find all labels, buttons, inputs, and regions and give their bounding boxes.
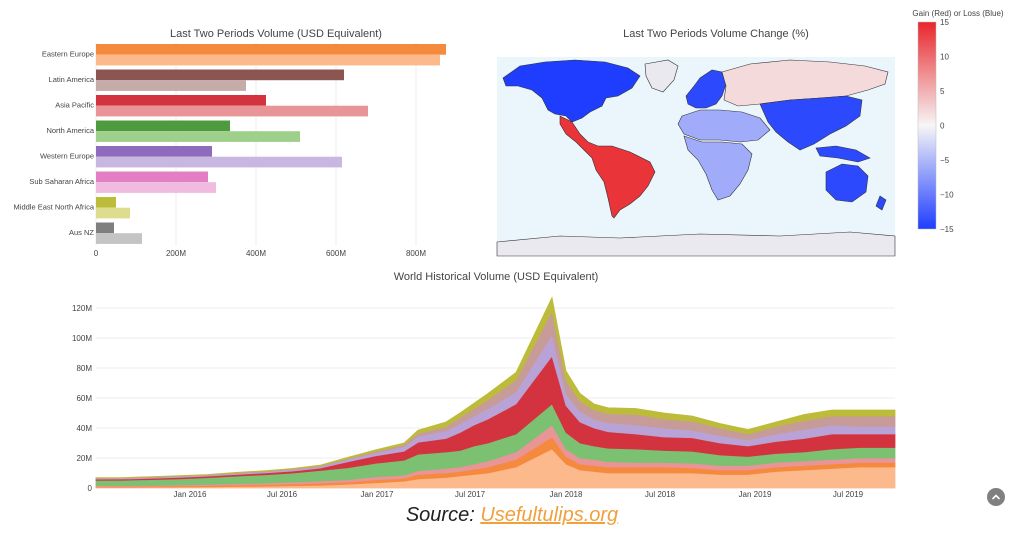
colorbar-tick-label: 5: [940, 87, 945, 96]
area-series: [95, 309, 896, 479]
map-region-eastern-europe: [721, 59, 889, 107]
area-y-tick-label: 20M: [76, 454, 92, 463]
colorbar-tick-label: −5: [940, 156, 950, 165]
source-caption: Source: Usefultulips.org: [0, 504, 1024, 527]
map-region-asia-pacific-islands: [815, 145, 871, 163]
area-chart-title: World Historical Volume (USD Equivalent): [393, 271, 599, 283]
map-region-asia-pacific: [759, 95, 863, 151]
bar-category-label: Aus NZ: [69, 228, 94, 237]
map-region-mena: [677, 109, 771, 143]
bar-mark: [96, 80, 246, 91]
bar-mark: [96, 156, 342, 168]
bar-mark: [96, 222, 114, 234]
colorbar-tick-label: −15: [940, 225, 954, 234]
bar-mark: [96, 120, 230, 132]
bar-category-label: Middle East North Africa: [14, 203, 95, 212]
colorbar-title: Gain (Red) or Loss (Blue): [912, 9, 1004, 18]
bar-category-label: North America: [46, 126, 94, 135]
bar-mark: [96, 171, 208, 183]
bar-category-label: Western Europe: [40, 152, 94, 161]
source-prefix: Source:: [405, 504, 481, 526]
bar-mark: [96, 182, 216, 193]
map-region-aus-nz: [825, 163, 869, 203]
bar-mark: [96, 44, 446, 55]
map-chart-title: Last Two Periods Volume Change (%): [623, 28, 809, 40]
bar-x-tick-label: 200M: [166, 249, 186, 258]
area-x-tick-label: Jul 2019: [833, 490, 864, 499]
area-y-tick-label: 0: [88, 484, 93, 493]
source-link[interactable]: Usefultulips.org: [480, 504, 619, 526]
area-series: [95, 448, 896, 489]
area-x-tick-label: Jan 2019: [739, 490, 772, 499]
area-x-tick-label: Jul 2018: [645, 490, 676, 499]
bar-mark: [96, 131, 300, 142]
colorbar-tick-label: 15: [940, 18, 949, 27]
area-series: [95, 355, 896, 481]
area-series: [95, 333, 896, 480]
colorbar-tick-label: 0: [940, 122, 945, 131]
bar-mark: [96, 54, 440, 66]
area-x-tick-label: Jan 2017: [361, 490, 394, 499]
area-y-tick-label: 80M: [76, 364, 92, 373]
chevron-up-icon: [992, 494, 1000, 500]
bar-mark: [96, 233, 142, 244]
map-region-western-europe: [685, 69, 727, 109]
area-series: [95, 296, 896, 479]
map-region-latin-america: [559, 115, 656, 219]
map-region-sub-saharan-africa: [683, 135, 753, 201]
area-series: [95, 436, 896, 488]
area-series: [95, 424, 896, 487]
colorbar-gradient: [917, 21, 937, 230]
map-region-north-america: [502, 59, 641, 123]
bar-mark: [96, 197, 116, 208]
bar-category-label: Latin America: [49, 75, 95, 84]
map-region-greenland: [644, 59, 679, 93]
map-region-antarctica: [496, 231, 896, 257]
bar-category-label: Eastern Europe: [42, 50, 94, 59]
bar-x-tick-label: 400M: [246, 249, 266, 258]
bar-chart-title: Last Two Periods Volume (USD Equivalent): [170, 28, 382, 40]
bar-mark: [96, 207, 130, 219]
bar-x-tick-label: 600M: [326, 249, 346, 258]
bar-category-label: Sub Saharan Africa: [29, 177, 94, 186]
area-x-tick-label: Jul 2017: [455, 490, 486, 499]
area-y-tick-label: 120M: [72, 304, 92, 313]
area-x-tick-label: Jan 2016: [174, 490, 207, 499]
bar-mark: [96, 95, 266, 106]
area-x-tick-label: Jul 2016: [267, 490, 298, 499]
area-x-tick-label: Jan 2018: [550, 490, 583, 499]
area-y-tick-label: 60M: [76, 394, 92, 403]
bar-mark: [96, 105, 368, 117]
area-y-tick-label: 100M: [72, 334, 92, 343]
bar-category-label: Asia Pacific: [55, 101, 94, 110]
bar-x-tick-label: 800M: [406, 249, 426, 258]
bar-mark: [96, 146, 212, 157]
area-y-tick-label: 40M: [76, 424, 92, 433]
scroll-top-button[interactable]: [987, 488, 1005, 506]
colorbar-tick-label: −10: [940, 191, 954, 200]
map-ocean: [497, 57, 895, 256]
map-region-nz: [875, 195, 887, 211]
colorbar-tick-label: 10: [940, 53, 949, 62]
bar-x-tick-label: 0: [94, 249, 99, 258]
bar-mark: [96, 69, 344, 81]
area-series: [95, 403, 896, 486]
